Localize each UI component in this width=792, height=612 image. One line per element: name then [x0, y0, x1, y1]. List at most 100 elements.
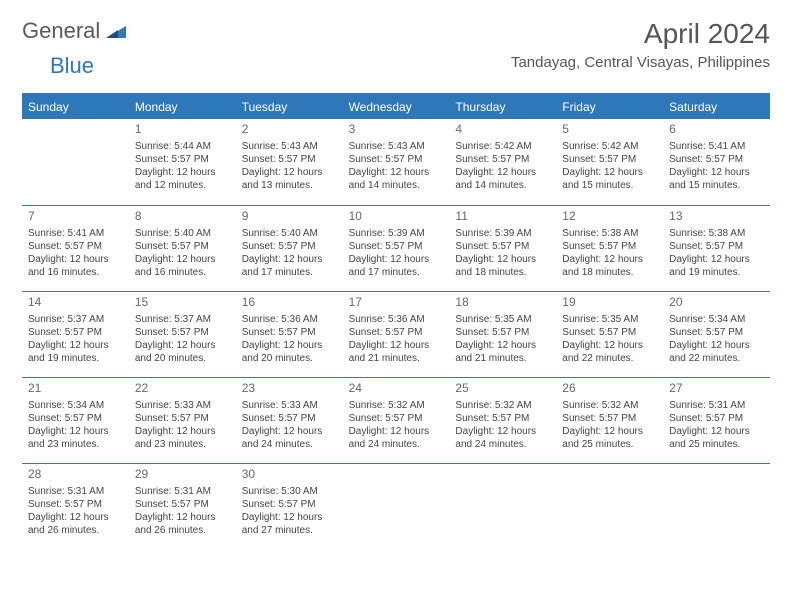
calendar-grid: SundayMondayTuesdayWednesdayThursdayFrid… [22, 93, 770, 549]
sun-info-line: Sunrise: 5:43 AM [349, 140, 444, 153]
sun-info-line: Daylight: 12 hours [669, 166, 764, 179]
sun-info-line: and 16 minutes. [28, 266, 123, 279]
sun-info-line: Sunrise: 5:36 AM [242, 313, 337, 326]
sun-info-line: Sunrise: 5:42 AM [455, 140, 550, 153]
sun-info-line: Daylight: 12 hours [135, 511, 230, 524]
calendar-cell: 26Sunrise: 5:32 AMSunset: 5:57 PMDayligh… [556, 377, 663, 463]
calendar-cell [343, 463, 450, 549]
sun-info-line: Daylight: 12 hours [349, 253, 444, 266]
sun-info-line: and 16 minutes. [135, 266, 230, 279]
day-number: 7 [28, 209, 123, 225]
day-number: 1 [135, 122, 230, 138]
sun-info-line: Sunset: 5:57 PM [242, 153, 337, 166]
sun-info-line: Sunset: 5:57 PM [242, 240, 337, 253]
sun-info-line: Sunrise: 5:43 AM [242, 140, 337, 153]
sun-info-line: and 23 minutes. [135, 438, 230, 451]
day-number: 23 [242, 381, 337, 397]
day-number: 14 [28, 295, 123, 311]
sun-info-line: Sunrise: 5:31 AM [28, 485, 123, 498]
day-number: 20 [669, 295, 764, 311]
sun-info-line: Sunset: 5:57 PM [669, 326, 764, 339]
day-number: 9 [242, 209, 337, 225]
sun-info-line: Sunset: 5:57 PM [562, 153, 657, 166]
logo-text-general: General [22, 18, 100, 44]
calendar-cell: 10 Sunrise: 5:39 AMSunset: 5:57 PMDayligh… [343, 205, 450, 291]
calendar-cell: 5Sunrise: 5:42 AMSunset: 5:57 PMDaylight… [556, 119, 663, 205]
sun-info-line: Sunrise: 5:38 AM [669, 227, 764, 240]
calendar-cell: 25Sunrise: 5:32 AMSunset: 5:57 PMDayligh… [449, 377, 556, 463]
sun-info-line: and 27 minutes. [242, 524, 337, 537]
sun-info-line: Sunrise: 5:41 AM [669, 140, 764, 153]
sun-info-line: Daylight: 12 hours [28, 253, 123, 266]
sun-info-line: and 24 minutes. [349, 438, 444, 451]
sun-info-line: and 15 minutes. [669, 179, 764, 192]
day-number: 18 [455, 295, 550, 311]
sun-info-line: Sunset: 5:57 PM [28, 498, 123, 511]
sun-info-line: Sunset: 5:57 PM [669, 153, 764, 166]
calendar-cell: 2Sunrise: 5:43 AMSunset: 5:57 PMDaylight… [236, 119, 343, 205]
sun-info-line: Sunset: 5:57 PM [349, 240, 444, 253]
calendar-cell [663, 463, 770, 549]
sun-info-line: Sunrise: 5:36 AM [349, 313, 444, 326]
day-number: 21 [28, 381, 123, 397]
calendar-cell: 6Sunrise: 5:41 AMSunset: 5:57 PMDaylight… [663, 119, 770, 205]
sun-info-line: and 20 minutes. [242, 352, 337, 365]
sun-info-line: Sunset: 5:57 PM [455, 412, 550, 425]
sun-info-line: Sunrise: 5:31 AM [669, 399, 764, 412]
sun-info-line: Sunset: 5:57 PM [242, 498, 337, 511]
sun-info-line: and 26 minutes. [28, 524, 123, 537]
sun-info-line: and 25 minutes. [669, 438, 764, 451]
sun-info-line: Daylight: 12 hours [135, 339, 230, 352]
sun-info-line: Sunset: 5:57 PM [135, 326, 230, 339]
sun-info-line: and 13 minutes. [242, 179, 337, 192]
sun-info-line: Sunset: 5:57 PM [562, 240, 657, 253]
sun-info-line: and 24 minutes. [242, 438, 337, 451]
sun-info-line: and 15 minutes. [562, 179, 657, 192]
dow-header: Wednesday [343, 95, 450, 119]
sun-info-line: Daylight: 12 hours [562, 339, 657, 352]
sun-info-line: Daylight: 12 hours [562, 253, 657, 266]
calendar-cell: 18Sunrise: 5:35 AMSunset: 5:57 PMDayligh… [449, 291, 556, 377]
sun-info-line: Daylight: 12 hours [455, 253, 550, 266]
calendar-cell: 29Sunrise: 5:31 AMSunset: 5:57 PMDayligh… [129, 463, 236, 549]
sun-info-line: and 25 minutes. [562, 438, 657, 451]
sun-info-line: Sunset: 5:57 PM [562, 326, 657, 339]
sun-info-line: and 18 minutes. [562, 266, 657, 279]
sun-info-line: and 22 minutes. [669, 352, 764, 365]
sun-info-line: Sunrise: 5:34 AM [669, 313, 764, 326]
sun-info-line: Sunrise: 5:35 AM [455, 313, 550, 326]
calendar-cell: 27Sunrise: 5:31 AMSunset: 5:57 PMDayligh… [663, 377, 770, 463]
sun-info-line: and 20 minutes. [135, 352, 230, 365]
day-number: 10 [349, 209, 444, 225]
sun-info-line: and 24 minutes. [455, 438, 550, 451]
calendar-cell: 28Sunrise: 5:31 AMSunset: 5:57 PMDayligh… [22, 463, 129, 549]
calendar-cell: 11Sunrise: 5:39 AMSunset: 5:57 PMDayligh… [449, 205, 556, 291]
calendar-cell: 9Sunrise: 5:40 AMSunset: 5:57 PMDaylight… [236, 205, 343, 291]
calendar-cell: 3Sunrise: 5:43 AMSunset: 5:57 PMDaylight… [343, 119, 450, 205]
calendar-cell: 16Sunrise: 5:36 AMSunset: 5:57 PMDayligh… [236, 291, 343, 377]
sun-info-line: Sunset: 5:57 PM [455, 326, 550, 339]
sun-info-line: Sunrise: 5:39 AM [349, 227, 444, 240]
sun-info-line: and 19 minutes. [669, 266, 764, 279]
location-subtitle: Tandayag, Central Visayas, Philippines [511, 54, 770, 71]
sun-info-line: Sunset: 5:57 PM [28, 412, 123, 425]
day-number: 13 [669, 209, 764, 225]
sun-info-line: Sunset: 5:57 PM [28, 240, 123, 253]
day-number: 5 [562, 122, 657, 138]
sun-info-line: Daylight: 12 hours [28, 425, 123, 438]
title-block: April 2024 Tandayag, Central Visayas, Ph… [511, 18, 770, 71]
sun-info-line: and 14 minutes. [349, 179, 444, 192]
sun-info-line: Sunrise: 5:38 AM [562, 227, 657, 240]
sun-info-line: Daylight: 12 hours [349, 425, 444, 438]
calendar-cell [449, 463, 556, 549]
day-number: 16 [242, 295, 337, 311]
sun-info-line: Daylight: 12 hours [28, 339, 123, 352]
sun-info-line: Sunset: 5:57 PM [562, 412, 657, 425]
sun-info-line: Daylight: 12 hours [242, 425, 337, 438]
sun-info-line: Daylight: 12 hours [242, 511, 337, 524]
sun-info-line: Sunrise: 5:42 AM [562, 140, 657, 153]
sun-info-line: Sunrise: 5:41 AM [28, 227, 123, 240]
calendar-cell: 24Sunrise: 5:32 AMSunset: 5:57 PMDayligh… [343, 377, 450, 463]
sun-info-line: Daylight: 12 hours [135, 253, 230, 266]
sun-info-line: Sunset: 5:57 PM [135, 498, 230, 511]
